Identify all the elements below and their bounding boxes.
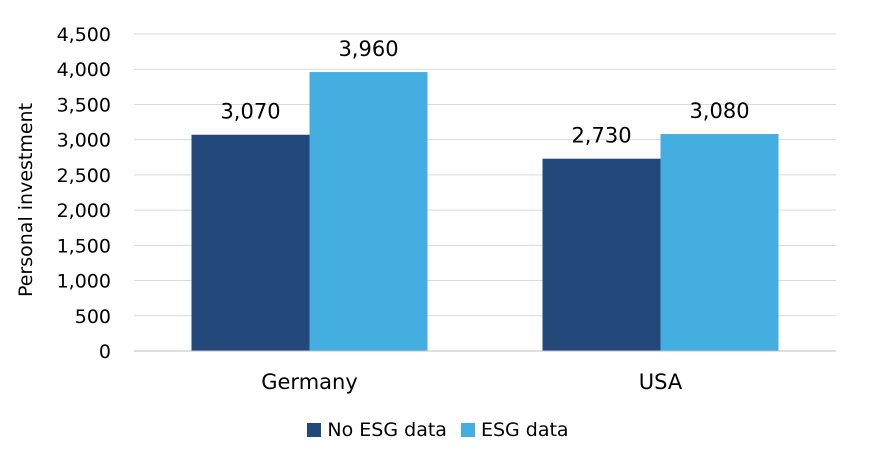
legend: No ESG data ESG data bbox=[0, 416, 876, 444]
bar bbox=[309, 72, 428, 351]
data-label: 3,070 bbox=[220, 100, 280, 124]
y-tick-label: 500 bbox=[75, 306, 111, 328]
y-tick-label: 3,500 bbox=[57, 94, 111, 116]
y-tick-label: 2,500 bbox=[57, 165, 111, 187]
data-label: 2,730 bbox=[571, 124, 631, 148]
y-tick-label: 0 bbox=[99, 341, 111, 363]
legend-label-esg: ESG data bbox=[480, 419, 569, 441]
y-axis-label: Personal investment bbox=[15, 103, 37, 297]
bars bbox=[191, 72, 779, 351]
legend-label-no-esg: No ESG data bbox=[327, 419, 447, 441]
legend-item-esg: ESG data bbox=[460, 419, 569, 441]
bar bbox=[191, 134, 310, 351]
bar bbox=[660, 134, 779, 351]
y-tick-label: 1,500 bbox=[57, 235, 111, 257]
y-axis-ticks: 0 500 1,000 1,500 2,000 2,500 3,000 3,500 4,000 4… bbox=[57, 24, 111, 363]
data-labels: 3,070 3,960 2,730 3,080 bbox=[220, 37, 749, 148]
data-label: 3,960 bbox=[338, 37, 398, 61]
y-tick-label: 4,000 bbox=[57, 59, 111, 81]
legend-swatch-no-esg bbox=[307, 423, 322, 437]
x-category-label: Germany bbox=[261, 370, 358, 394]
x-category-label: USA bbox=[639, 370, 683, 394]
legend-swatch-esg bbox=[460, 423, 475, 437]
y-tick-label: 3,000 bbox=[57, 130, 111, 152]
legend-item-no-esg: No ESG data bbox=[307, 419, 447, 441]
y-tick-label: 2,000 bbox=[57, 200, 111, 222]
data-label: 3,080 bbox=[689, 99, 749, 123]
y-tick-label: 1,000 bbox=[57, 271, 111, 293]
y-tick-label: 4,500 bbox=[57, 24, 111, 46]
bar-chart: 0 500 1,000 1,500 2,000 2,500 3,000 3,500 4,000 4… bbox=[15, 24, 836, 394]
x-axis-categories: Germany USA bbox=[261, 370, 683, 394]
bar bbox=[542, 158, 661, 351]
